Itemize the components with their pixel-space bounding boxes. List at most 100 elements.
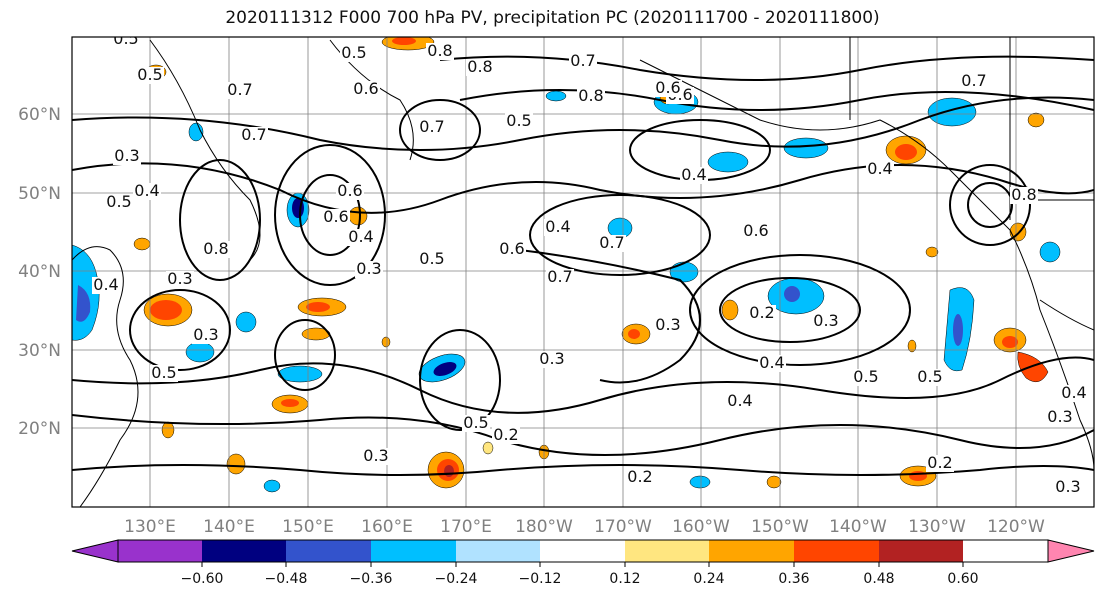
contour-label-bg	[355, 261, 383, 278]
latitude-labels: 60°N 50°N 40°N 30°N 20°N	[18, 105, 61, 439]
contour-label: 0.3	[363, 446, 388, 465]
lon-tick-label: 170°E	[440, 517, 492, 537]
colorbar-tick-label: 0.24	[693, 571, 724, 587]
colorbar-segment	[118, 540, 202, 562]
colorbar-tick-label: 0.12	[609, 571, 640, 587]
contour-label: 0.5	[917, 367, 942, 386]
lat-tick-label: 40°N	[18, 262, 61, 282]
contour-label: 0.4	[134, 181, 159, 200]
contour-label-bg	[1054, 479, 1082, 496]
contour-label-bg	[418, 119, 446, 136]
colorbar-segment	[625, 540, 709, 562]
colorbar-extend-low	[71, 539, 119, 563]
contour-label: 0.5	[341, 43, 366, 62]
contour-label-bg	[340, 45, 368, 62]
colorbar-segment	[794, 540, 879, 562]
contour-label-bg	[726, 393, 754, 410]
contour-label-bg	[926, 455, 954, 472]
contour-label: 0.2	[493, 425, 518, 444]
colorbar-extend-high	[1047, 539, 1095, 563]
contour-label-bg	[466, 59, 494, 76]
contour-label-bg	[546, 269, 574, 286]
contour-label: 0.3	[356, 259, 381, 278]
contour-label: 0.8	[427, 41, 452, 60]
contour-label: 0.6	[499, 239, 524, 258]
contour-label: 0.4	[545, 217, 570, 236]
contour-label-bg	[240, 127, 268, 144]
contour-label: 0.4	[348, 227, 373, 246]
contour-label-bg	[748, 305, 776, 322]
pv-contours	[72, 55, 1094, 476]
contour-label: 0.4	[759, 353, 784, 372]
contour-label: 0.7	[241, 125, 266, 144]
contour-label-bg	[598, 235, 626, 252]
contour-label: 0.5	[506, 111, 531, 130]
colorbar-segment	[286, 540, 371, 562]
contour-label-bg	[654, 317, 682, 334]
contour-label-bg	[1046, 409, 1074, 426]
contour-label: 0.5	[106, 192, 131, 211]
map-title: 2020111312 F000 700 hPa PV, precipitatio…	[225, 8, 880, 28]
contour-label: 0.4	[93, 275, 118, 294]
lon-tick-label: 150°W	[751, 517, 809, 537]
contour-label: 0.4	[1061, 383, 1086, 402]
lon-tick-label: 120°W	[987, 517, 1045, 537]
colorbar-tick-label: −0.24	[435, 571, 478, 587]
contour-label-bg	[418, 251, 446, 268]
contour-label-bg	[498, 241, 526, 258]
contour-label: 0.6	[655, 78, 680, 97]
contour-label: 0.5	[853, 367, 878, 386]
lon-tick-label: 130°E	[124, 517, 176, 537]
contour-label-bg	[538, 351, 566, 368]
contour-label-bg	[742, 223, 770, 240]
contour-label: 0.6	[337, 181, 362, 200]
contour-label-bg	[1060, 385, 1088, 402]
contour-label-bg	[150, 365, 178, 382]
colorbar-frame	[117, 539, 1049, 563]
contour-label-bg	[113, 148, 141, 165]
contour-label: 0.5	[151, 363, 176, 382]
colorbar-tick-label: −0.60	[181, 571, 224, 587]
colorbar	[71, 539, 1095, 563]
contour-label: 0.7	[570, 51, 595, 70]
contour-label-bg	[916, 369, 944, 386]
contour-label: 0.8	[1011, 185, 1036, 204]
contour-label: 0.7	[599, 233, 624, 252]
contour-label-bg	[347, 229, 375, 246]
contour-label: 0.3	[193, 325, 218, 344]
lat-tick-label: 30°N	[18, 341, 61, 361]
contour-label-bg	[166, 271, 194, 288]
contour-label-bg	[105, 194, 133, 211]
colorbar-tick-label: −0.36	[350, 571, 393, 587]
colorbar-segment	[709, 540, 794, 562]
lat-tick-label: 20°N	[18, 419, 61, 439]
contour-label: 0.8	[203, 239, 228, 258]
contour-label: 0.3	[655, 315, 680, 334]
colorbar-segment	[540, 540, 625, 562]
contour-label: 0.7	[419, 117, 444, 136]
contour-label: 0.6	[353, 79, 378, 98]
contour-label: 0.3	[167, 269, 192, 288]
contour-label-bg	[758, 355, 786, 372]
contour-label-bg	[960, 73, 988, 90]
contour-label: 0.2	[749, 303, 774, 322]
colorbar-segment	[456, 540, 540, 562]
lon-tick-label: 150°E	[282, 517, 334, 537]
contour-label: 0.4	[867, 159, 892, 178]
contour-label: 0.4	[681, 165, 706, 184]
contour-label-bg	[136, 67, 164, 84]
contour-label: 0.3	[813, 311, 838, 330]
colorbar-segment	[371, 540, 456, 562]
contour-label-bg	[133, 183, 161, 200]
contour-label-bg	[492, 427, 520, 444]
contour-label-bg	[626, 469, 654, 486]
lon-tick-label: 160°E	[361, 517, 413, 537]
colorbar-segment	[202, 540, 286, 562]
contour-label: 0.5	[463, 413, 488, 432]
lon-tick-label: 160°W	[672, 517, 730, 537]
colorbar-segment	[879, 540, 963, 562]
contour-label-bg	[505, 113, 533, 130]
contour-label: 0.7	[227, 80, 252, 99]
contour-label: 0.7	[961, 71, 986, 90]
